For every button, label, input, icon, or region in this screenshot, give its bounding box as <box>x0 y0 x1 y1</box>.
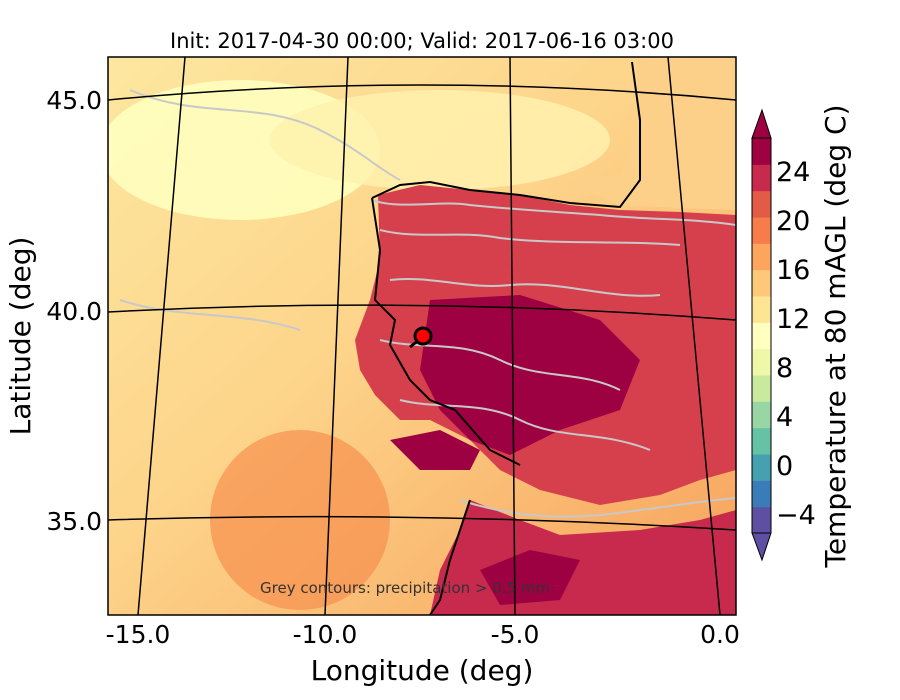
colorbar-segments <box>752 138 771 534</box>
y-tick-label: 40.0 <box>46 297 102 326</box>
colorbar-segment <box>752 375 771 402</box>
y-tick-label: 35.0 <box>46 507 102 536</box>
colorbar-segment <box>752 190 771 218</box>
cool-region-2 <box>270 90 610 190</box>
coastline-africa <box>429 499 471 615</box>
map-area: Grey contours: precipitation > 0.5 mm <box>108 57 736 615</box>
meridian-m5 <box>509 57 516 615</box>
plot-title: Init: 2017-04-30 00:00; Valid: 2017-06-1… <box>170 29 674 53</box>
coastline-west <box>371 197 521 466</box>
colorbar-segment <box>752 269 771 297</box>
x-tick-label: -15.0 <box>106 620 171 649</box>
warm-sea-region <box>210 430 390 610</box>
colorbar-segment <box>752 427 771 455</box>
colorbar-tick: 20 <box>776 206 810 237</box>
axes-frame <box>107 56 737 616</box>
colorbar-segment <box>752 454 771 481</box>
colorbar-tick: −4 <box>776 500 816 531</box>
parallel-35 <box>108 515 736 531</box>
colorbar-tick: 0 <box>776 451 793 482</box>
africa-hot-region <box>480 550 580 605</box>
site-marker <box>413 326 433 346</box>
colorbar-segment <box>752 164 771 192</box>
colorbar-label: Temperature at 80 mAGL (deg C) <box>819 104 852 568</box>
colorbar-segment <box>752 401 771 429</box>
meridian-m15 <box>137 57 186 615</box>
france-landmass <box>560 57 736 210</box>
colorbar-tick: 4 <box>776 402 793 433</box>
coastline-north <box>371 61 641 209</box>
meridian-0 <box>667 57 721 615</box>
colorbar-tick: 24 <box>776 157 810 188</box>
colorbar-tick: 8 <box>776 353 793 384</box>
x-tick-label: 0.0 <box>700 620 740 649</box>
graticule <box>108 57 736 615</box>
x-tick-label: -10.0 <box>293 620 358 649</box>
colorbar-segment <box>752 322 771 350</box>
x-tick-label: -5.0 <box>491 620 540 649</box>
colorbar-segment <box>752 243 771 271</box>
colorbar <box>751 108 772 562</box>
colorbar-tick: 12 <box>776 304 810 335</box>
colorbar-segment <box>752 138 771 165</box>
hot-core-region <box>420 295 640 455</box>
colorbar-frame <box>751 137 772 534</box>
colorbar-segment <box>752 296 771 323</box>
colorbar-tick: 16 <box>776 255 810 286</box>
parallel-40 <box>108 304 736 321</box>
colorbar-max-arrow <box>751 108 772 139</box>
colorbar-min-arrow <box>751 532 772 562</box>
colorbar-segment <box>752 348 771 376</box>
x-axis-label: Longitude (deg) <box>311 654 534 687</box>
colorbar-segment <box>752 217 771 244</box>
colorbar-segment <box>752 506 771 534</box>
precip-annotation: Grey contours: precipitation > 0.5 mm <box>260 579 550 597</box>
parallel-45 <box>108 84 736 101</box>
precip-contours <box>119 89 736 518</box>
y-axis-label: Latitude (deg) <box>4 237 37 436</box>
y-tick-label: 45.0 <box>46 86 102 115</box>
meridian-m10 <box>324 57 349 615</box>
south-hot-region <box>390 430 480 470</box>
colorbar-segment <box>752 480 771 508</box>
